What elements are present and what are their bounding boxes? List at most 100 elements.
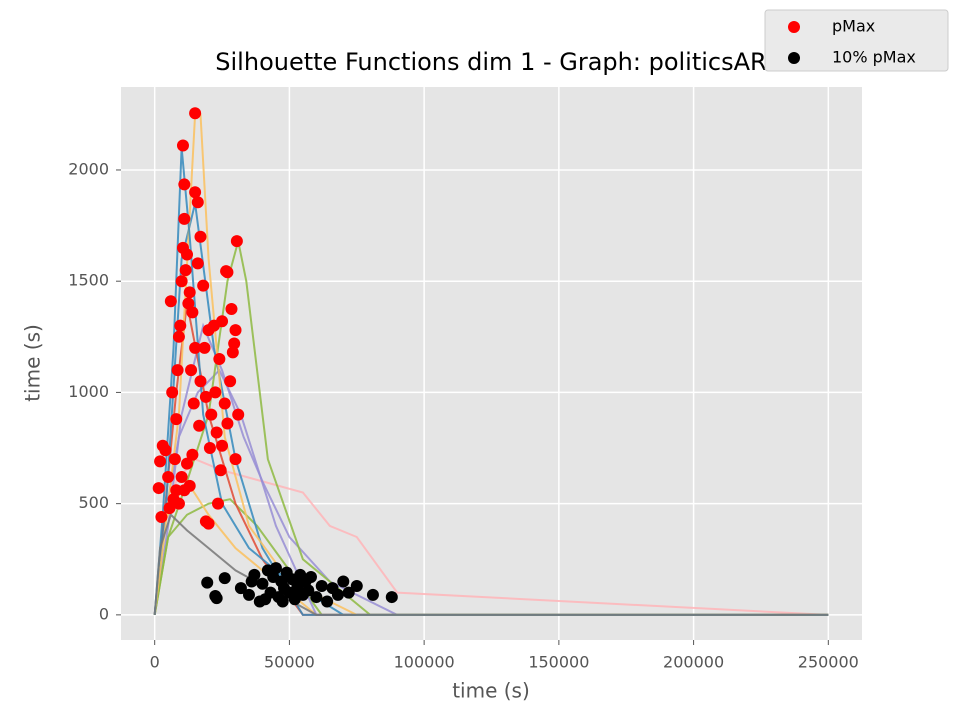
point	[205, 408, 218, 421]
point	[194, 375, 207, 388]
point	[221, 266, 234, 279]
point	[171, 364, 184, 377]
point	[256, 577, 269, 590]
point	[229, 324, 242, 337]
point	[269, 562, 282, 575]
point	[183, 479, 196, 492]
x-axis-label: time (s)	[452, 679, 530, 703]
point	[385, 591, 398, 604]
points	[152, 107, 398, 608]
legend-label: pMax	[832, 17, 875, 36]
legend: pMax 10% pMax	[764, 9, 949, 72]
x-tick-label: 150000	[528, 653, 589, 672]
point	[191, 196, 204, 209]
y-axis-label: time (s)	[21, 324, 45, 402]
point	[178, 178, 191, 191]
point	[172, 497, 185, 510]
plot-area	[121, 87, 862, 640]
point	[304, 571, 317, 584]
point	[163, 502, 176, 515]
point	[226, 346, 239, 359]
point	[162, 470, 175, 483]
point	[193, 419, 206, 432]
point	[202, 517, 215, 530]
curve	[153, 498, 829, 616]
point	[213, 353, 226, 366]
legend-marker	[788, 21, 800, 33]
point	[218, 397, 231, 410]
point	[152, 482, 165, 495]
point	[224, 375, 237, 388]
x-tick-label: 200000	[663, 653, 724, 672]
point	[166, 386, 179, 399]
point	[216, 439, 229, 452]
point	[225, 303, 238, 316]
point	[189, 107, 202, 120]
point	[155, 510, 168, 523]
point	[186, 448, 199, 461]
y-tick-label: 500	[78, 493, 109, 512]
point	[168, 453, 181, 466]
point	[366, 588, 379, 601]
point	[179, 264, 192, 277]
point	[210, 426, 223, 439]
point	[189, 186, 202, 199]
point	[176, 139, 189, 152]
point	[302, 584, 315, 597]
point	[182, 297, 195, 310]
curve	[153, 512, 829, 616]
point	[174, 319, 187, 332]
point	[310, 591, 323, 604]
x-tick-label: 100000	[394, 653, 455, 672]
point	[212, 497, 225, 510]
point	[187, 397, 200, 410]
point	[331, 588, 344, 601]
x-tick-label: 250000	[798, 653, 859, 672]
legend-box	[764, 9, 949, 72]
point	[197, 279, 210, 292]
point	[198, 341, 211, 354]
point	[221, 417, 234, 430]
y-tick-label: 1500	[68, 271, 109, 290]
point	[234, 582, 247, 595]
point	[276, 595, 289, 608]
point	[185, 364, 198, 377]
point	[214, 464, 227, 477]
point	[183, 286, 196, 299]
point	[156, 439, 169, 452]
point	[175, 275, 188, 288]
point	[290, 584, 303, 597]
point	[191, 257, 204, 270]
point	[228, 337, 241, 350]
point	[242, 588, 255, 601]
point	[203, 442, 216, 455]
x-tick-label: 50000	[264, 653, 315, 672]
point	[164, 295, 177, 308]
point	[245, 575, 258, 588]
legend-marker	[788, 52, 800, 64]
y-tick-label: 2000	[68, 159, 109, 178]
point	[216, 315, 229, 328]
point	[259, 593, 272, 606]
point	[350, 579, 363, 592]
point	[154, 455, 167, 468]
legend-label: 10% pMax	[832, 48, 916, 67]
point	[315, 579, 328, 592]
y-tick-label: 0	[99, 604, 109, 623]
point	[199, 390, 212, 403]
point	[209, 386, 222, 399]
point	[342, 586, 355, 599]
point	[189, 341, 202, 354]
point	[175, 470, 188, 483]
y-tick-label: 1000	[68, 382, 109, 401]
point	[218, 572, 231, 585]
point	[321, 595, 334, 608]
point	[176, 241, 189, 254]
point	[337, 575, 350, 588]
point	[201, 576, 214, 589]
ticks: 0 50000 100000 150000 200000 250000 0 500 1000 15…	[68, 159, 859, 671]
point	[170, 413, 183, 426]
chart-title: Silhouette Functions dim 1 - Graph: poli…	[215, 48, 766, 76]
point	[178, 212, 191, 225]
